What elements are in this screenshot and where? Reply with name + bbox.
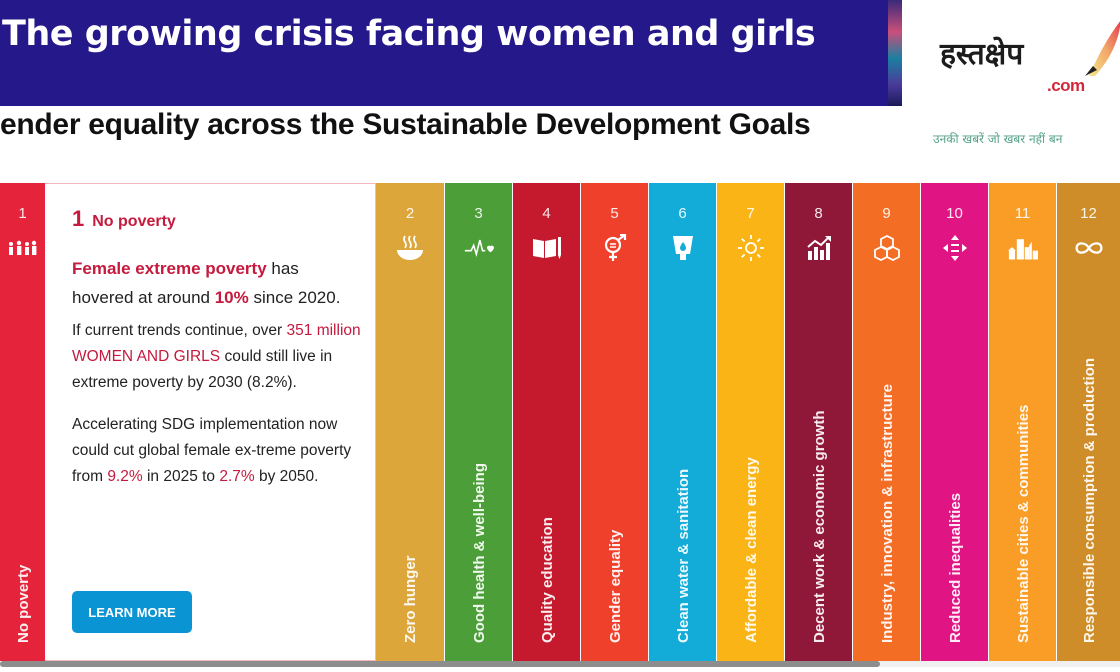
goal-label: Zero hunger xyxy=(402,555,419,643)
goal-label: Sustainable cities & communities xyxy=(1014,404,1032,643)
goal-tab-11[interactable]: 11 Sustainable cities & communities xyxy=(989,183,1056,661)
cubes-icon xyxy=(872,233,902,263)
detail-header: 1 No poverty xyxy=(72,206,176,232)
goal-number: 7 xyxy=(746,205,755,222)
book-icon xyxy=(532,233,562,263)
detail-paragraph-3: Accelerating SDG implementation now coul… xyxy=(72,412,362,490)
detail-body: Female extreme poverty has hovered at ar… xyxy=(72,254,362,490)
goal-tab-4[interactable]: 4 Quality education xyxy=(513,183,580,661)
goal-tab-12[interactable]: 12 Responsible consumption & production xyxy=(1057,183,1120,661)
goal-number: 10 xyxy=(946,205,963,222)
water-icon xyxy=(668,233,698,263)
body-text: could still live in extreme poverty by 2… xyxy=(72,348,333,391)
equality-arrows-icon xyxy=(940,233,970,263)
goal-label: Responsible consumption & production xyxy=(1080,358,1098,643)
logo-tagline: उनकी खबरें जो खबर नहीं बन xyxy=(933,132,1063,146)
goal-label: Clean water & sanitation xyxy=(674,468,692,643)
goal-tab-1[interactable]: 1 No poverty xyxy=(0,183,45,661)
body-text: has hovered at around xyxy=(72,259,299,307)
goal-number: 9 xyxy=(882,205,891,222)
body-text: If current trends continue, over xyxy=(72,322,287,339)
goal-number: 3 xyxy=(474,205,483,222)
goal-label: Reduced inequalities xyxy=(946,492,964,643)
goal-tab-2[interactable]: 2 Zero hunger xyxy=(376,183,444,661)
goal-number: 6 xyxy=(678,205,687,222)
goal-tab-8[interactable]: 8 Decent work & economic growth xyxy=(785,183,852,661)
heartbeat-icon xyxy=(464,233,494,263)
goal-number: 12 xyxy=(1080,205,1097,222)
goal-number: 5 xyxy=(610,205,619,222)
highlight-value: 2.7% xyxy=(219,468,255,485)
goal-tab-7[interactable]: 7 Affordable & clean energy xyxy=(717,183,784,661)
bowl-icon xyxy=(395,233,425,263)
goal-tab-5[interactable]: 5 Gender equality xyxy=(581,183,648,661)
highlight-text: 351 million WOMEN AND GIRLS xyxy=(72,322,361,365)
headline-banner: The growing crisis facing women and girl… xyxy=(0,0,888,106)
goal-number: 1 xyxy=(18,205,27,222)
logo-wordmark: हस्तक्षेप xyxy=(940,37,1024,72)
goal-label: Industry, innovation & infrastructure xyxy=(878,384,896,643)
goal-label: Decent work & economic growth xyxy=(810,410,828,643)
banner-decorative-strip xyxy=(888,0,902,106)
body-text: since 2020. xyxy=(248,288,341,307)
highlight-value: 10% xyxy=(214,288,249,307)
goal-label: Gender equality xyxy=(606,529,624,643)
body-text: in 2025 to xyxy=(142,468,220,485)
feather-icon xyxy=(1085,21,1120,76)
goal-tab-10[interactable]: 10 Reduced inequalities xyxy=(921,183,988,661)
goal-tab-9[interactable]: 9 Industry, innovation & infrastructure xyxy=(853,183,920,661)
horizontal-scrollbar-thumb[interactable] xyxy=(0,661,880,667)
growth-chart-icon xyxy=(804,233,834,263)
body-text: by 2050. xyxy=(254,468,319,485)
goal-number: 8 xyxy=(814,205,823,222)
goal-number: 11 xyxy=(1014,205,1031,222)
highlight-value: 9.2% xyxy=(107,468,143,485)
goal-label: Good health & well-being xyxy=(470,463,488,643)
goal-number: 2 xyxy=(405,205,415,222)
detail-goal-number: 1 xyxy=(72,206,85,231)
family-icon xyxy=(8,233,38,263)
logo-domain: .com xyxy=(1047,76,1085,95)
body-text: Accelerating SDG implementation now coul… xyxy=(72,416,352,485)
gender-icon xyxy=(600,233,630,263)
goal-label: No poverty xyxy=(14,564,32,643)
detail-paragraph-1: Female extreme poverty has hovered at ar… xyxy=(72,254,362,312)
goal-label: Quality education xyxy=(538,517,556,643)
section-heading: ender equality across the Sustainable De… xyxy=(0,108,811,141)
detail-goal-title: No poverty xyxy=(92,213,176,230)
sun-icon xyxy=(736,233,766,263)
sdg-goal-strip: 1 No poverty 1 No poverty Female extreme… xyxy=(0,183,1120,661)
goal-tab-6[interactable]: 6 Clean water & sanitation xyxy=(649,183,716,661)
goal-detail-card: 1 No poverty Female extreme poverty has … xyxy=(45,183,376,661)
detail-paragraph-2: If current trends continue, over 351 mil… xyxy=(72,318,362,396)
site-logo[interactable]: हस्तक्षेप .com xyxy=(935,12,1120,102)
goal-label: Affordable & clean energy xyxy=(742,457,760,643)
city-icon xyxy=(1007,233,1038,263)
goal-number: 4 xyxy=(542,205,551,222)
goal-tab-3[interactable]: 3 Good health & well-being xyxy=(445,183,512,661)
infinity-icon xyxy=(1074,233,1104,263)
learn-more-button[interactable]: LEARN MORE xyxy=(72,591,192,633)
highlight-text: Female extreme poverty xyxy=(72,259,267,278)
headline-title: The growing crisis facing women and girl… xyxy=(2,14,816,54)
